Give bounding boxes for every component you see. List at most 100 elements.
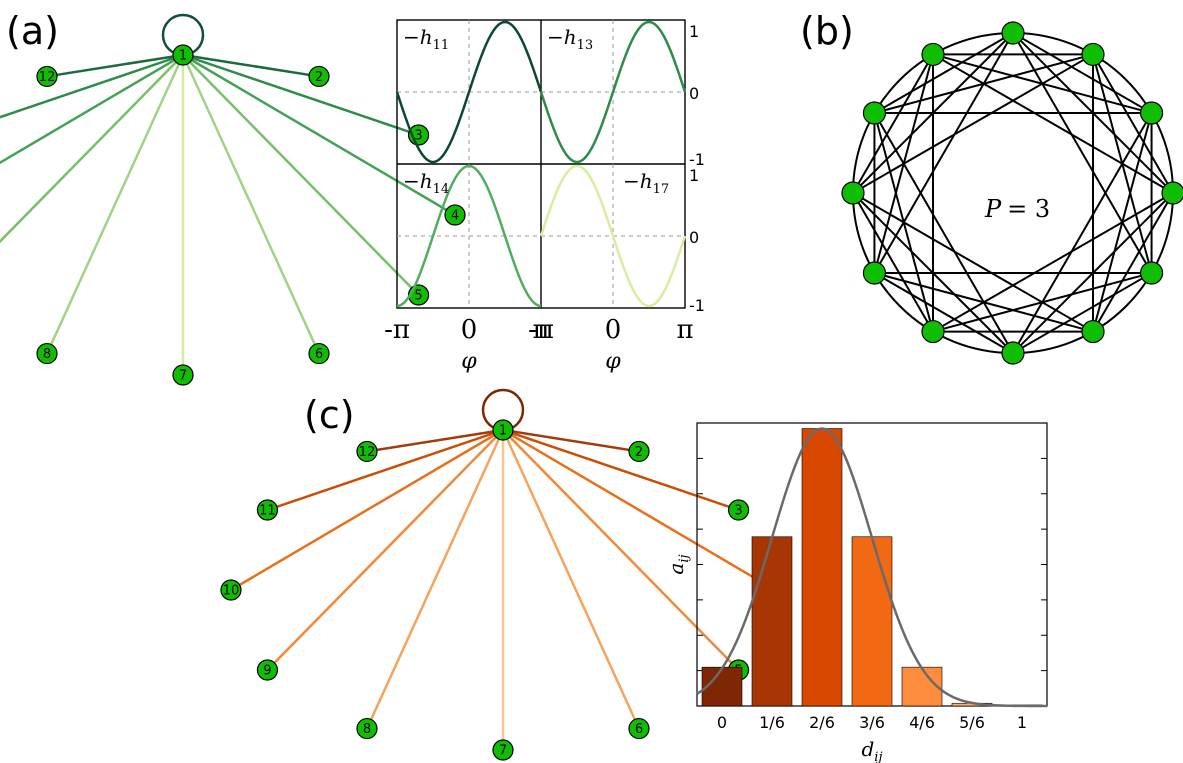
chart-xtick-4: 4/6: [909, 713, 935, 732]
circulant-edge: [1012, 32, 1153, 114]
net-c-node-label-11: 11: [259, 504, 276, 519]
net-a-edge-1-5: [182, 54, 420, 296]
ring-node-6: [1081, 319, 1105, 344]
ring-node-9: [862, 261, 887, 285]
circulant-edge: [932, 192, 1174, 333]
coupling-title-11: −h11: [403, 25, 449, 53]
chart-xtick-6: 1: [1017, 713, 1027, 732]
chart-xtick-1: 1/6: [759, 713, 785, 732]
coupling-curve-11: [395, 20, 543, 164]
panel-c-bar-chart: 0 1/6 2/6 3/6 4/6 5/6 1 dij aij: [664, 422, 1048, 763]
net-c-node-label-10: 10: [223, 584, 240, 599]
net-c-edge-1-10: [230, 428, 504, 592]
net-c-edge-1-8: [365, 429, 505, 730]
plot-ytick: -1: [689, 296, 705, 315]
plot-ytick: -1: [689, 150, 705, 169]
plot-xtick: π: [532, 315, 549, 345]
net-c-node-6: [628, 717, 650, 740]
bar-1: [751, 536, 793, 707]
net-a-node-7: [172, 364, 194, 386]
chart-xtick-3: 3/6: [859, 713, 885, 732]
bar-3: [851, 536, 893, 707]
coupling-curve-14: [396, 164, 542, 308]
circulant-edge: [873, 112, 1014, 354]
net-a-node-4: [444, 204, 466, 226]
net-c-node-label-9: 9: [263, 664, 271, 679]
net-c-node-9: [256, 659, 279, 681]
panel-c-network: 123456789101112: [220, 388, 786, 761]
net-c-edge-1-4: [502, 428, 776, 592]
panel-b-annotation: P = 3: [984, 195, 1050, 223]
coupling-title-17: −h17: [623, 169, 669, 197]
net-c-node-label-3: 3: [734, 504, 742, 519]
net-c-node-12: [356, 440, 378, 463]
gaussian-curve: [696, 427, 1047, 708]
net-c-edge-1-6: [501, 429, 641, 730]
ring-outline: [852, 32, 1174, 354]
net-c-node-label-2: 2: [635, 445, 643, 460]
panel-c-label: (c): [304, 393, 355, 437]
circulant-edge: [852, 53, 1094, 194]
net-c-node-2: [628, 440, 650, 463]
plot-ytick: 0: [689, 228, 699, 247]
circulant-edge: [1012, 272, 1153, 354]
plot-xtick: 0: [461, 315, 478, 345]
chart-xtick-0: 0: [717, 713, 727, 732]
net-c-node-3: [727, 499, 750, 521]
coupling-title-14: −h14: [403, 169, 449, 197]
circulant-edge: [852, 53, 934, 194]
ring-node-10: [841, 181, 865, 205]
net-a-node-label-4: 4: [451, 209, 459, 224]
net-c-node-label-6: 6: [635, 722, 643, 737]
net-a-node-12: [36, 65, 58, 88]
net-c-edge-1-12: [366, 428, 504, 453]
ring-node-4: [1161, 181, 1183, 205]
chart-ylabel: aij: [664, 554, 692, 574]
net-a-node-label-6: 6: [315, 347, 323, 362]
plot-ytick: 0: [689, 84, 699, 103]
net-c-edges: [230, 388, 776, 750]
net-a-node-1: [172, 44, 194, 66]
net-a-node-label-5: 5: [414, 289, 422, 304]
net-a-node-label-3: 3: [414, 129, 422, 144]
ring-node-3: [1139, 101, 1164, 125]
ring-node-11: [862, 101, 887, 125]
net-c-edge-1-9: [266, 429, 504, 671]
net-a-node-label-2: 2: [315, 70, 323, 85]
net-a-edge-1-4: [182, 53, 456, 217]
net-a-edge-1-10: [0, 53, 184, 165]
net-c-edge-1-5: [502, 429, 740, 671]
net-a-edge-1-6: [181, 54, 321, 355]
plot-ytick: 1: [689, 22, 699, 41]
net-a-node-label-7: 7: [179, 369, 187, 384]
net-a-edge-1-2: [182, 53, 320, 78]
net-c-node-8: [356, 717, 378, 740]
net-c-node-label-8: 8: [363, 722, 371, 737]
ring-node-2: [1081, 42, 1105, 67]
net-a-node-label-12: 12: [39, 70, 56, 85]
circulant-edge: [873, 32, 1014, 274]
circulant-edge: [873, 272, 1014, 354]
circulant-edge: [852, 192, 934, 333]
plot-ytick: 1: [689, 166, 699, 185]
net-a-node-label-8: 8: [43, 347, 51, 362]
net-a-node-8: [36, 342, 58, 365]
chart-xlabel: dij: [861, 737, 882, 763]
plot-xtick: 0: [605, 315, 622, 345]
circulant-edge: [1012, 112, 1153, 354]
plot-xlabel: φ: [461, 349, 477, 374]
net-c-node-1: [492, 419, 514, 441]
net-c-node-label-12: 12: [359, 445, 376, 460]
net-c-edge-1-3: [502, 428, 739, 512]
bar-4: [901, 666, 943, 707]
ring-node-7: [1001, 341, 1025, 365]
circulant-edge: [873, 32, 1014, 114]
net-a-edge-1-11: [0, 53, 184, 119]
plot-xtick: -π: [528, 315, 554, 345]
circulant-edge: [932, 53, 1174, 194]
circulant-edge: [1092, 192, 1174, 333]
net-a-edge-1-12: [46, 53, 184, 78]
net-c-edge-1-11: [267, 428, 504, 512]
